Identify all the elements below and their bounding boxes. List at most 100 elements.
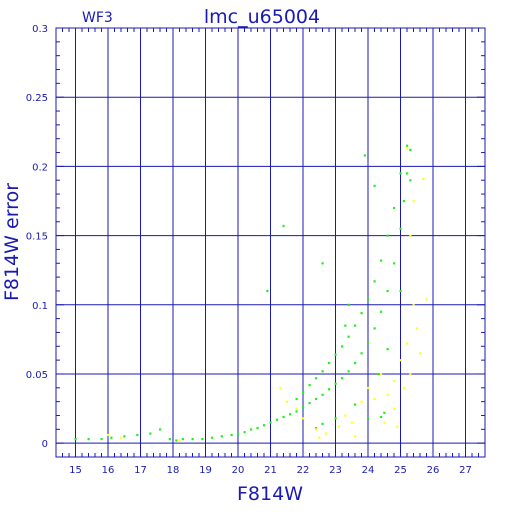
point-main bbox=[289, 413, 292, 416]
point-main bbox=[110, 436, 113, 439]
point-secondary bbox=[406, 147, 409, 150]
point-main bbox=[321, 393, 324, 396]
y-tick-label: 0.2 bbox=[32, 162, 48, 173]
point-secondary bbox=[302, 417, 305, 420]
point-main bbox=[373, 280, 376, 283]
point-secondary bbox=[422, 177, 425, 181]
panel-label: WF3 bbox=[82, 10, 113, 26]
point-main bbox=[149, 432, 152, 435]
point-main bbox=[367, 417, 370, 420]
point-main bbox=[373, 327, 376, 330]
point-secondary bbox=[107, 433, 110, 437]
point-main bbox=[380, 259, 383, 262]
point-main bbox=[321, 370, 324, 373]
point-main bbox=[347, 303, 350, 306]
y-axis-title: F814W error bbox=[1, 183, 23, 301]
x-tick-label: 24 bbox=[362, 465, 375, 476]
point-main bbox=[302, 406, 305, 409]
point-main bbox=[399, 227, 402, 230]
x-tick-label: 21 bbox=[264, 465, 277, 476]
point-main bbox=[334, 353, 337, 356]
point-secondary bbox=[393, 407, 396, 410]
point-main bbox=[393, 206, 396, 210]
point-main bbox=[220, 435, 223, 438]
point-main bbox=[373, 184, 376, 187]
chart-title: lmc_u65004 bbox=[204, 6, 320, 28]
point-main bbox=[282, 415, 285, 419]
point-main bbox=[380, 415, 383, 419]
point-main bbox=[321, 262, 324, 265]
point-secondary bbox=[383, 421, 386, 424]
point-main bbox=[341, 377, 344, 380]
point-main bbox=[136, 433, 139, 437]
point-main bbox=[334, 382, 337, 385]
point-main bbox=[402, 199, 405, 203]
point-secondary bbox=[295, 407, 298, 410]
y-tick-label: 0.1 bbox=[32, 301, 48, 312]
point-main bbox=[363, 154, 366, 157]
point-main bbox=[211, 436, 214, 439]
point-main bbox=[347, 335, 350, 338]
x-tick-label: 25 bbox=[394, 465, 407, 476]
point-secondary bbox=[399, 359, 402, 362]
point-secondary bbox=[350, 421, 353, 424]
point-main bbox=[308, 384, 311, 387]
point-main bbox=[399, 172, 402, 175]
point-secondary bbox=[318, 436, 321, 439]
point-main bbox=[243, 431, 246, 434]
point-main bbox=[360, 352, 363, 355]
point-main bbox=[393, 262, 396, 265]
point-main bbox=[383, 411, 386, 414]
point-secondary bbox=[324, 432, 327, 435]
x-tick-label: 17 bbox=[134, 465, 147, 476]
point-main bbox=[409, 179, 412, 182]
point-main bbox=[266, 289, 269, 293]
point-secondary bbox=[380, 372, 383, 376]
point-main bbox=[201, 438, 204, 441]
point-secondary bbox=[285, 400, 288, 403]
point-secondary bbox=[409, 234, 412, 237]
x-tick-label: 15 bbox=[69, 465, 82, 476]
point-main bbox=[269, 421, 272, 424]
point-main bbox=[354, 403, 357, 406]
point-secondary bbox=[409, 372, 412, 376]
point-secondary bbox=[412, 303, 415, 306]
point-main bbox=[230, 433, 233, 437]
point-main bbox=[328, 388, 331, 391]
point-secondary bbox=[315, 428, 318, 431]
y-tick-label: 0.3 bbox=[32, 24, 48, 35]
point-secondary bbox=[419, 352, 422, 355]
point-secondary bbox=[402, 386, 405, 390]
point-main bbox=[406, 172, 409, 175]
point-secondary bbox=[279, 386, 282, 390]
point-main bbox=[263, 424, 266, 427]
point-secondary bbox=[406, 342, 409, 345]
x-tick-label: 19 bbox=[199, 465, 212, 476]
point-secondary bbox=[386, 393, 389, 396]
point-main bbox=[276, 418, 279, 421]
point-main bbox=[308, 402, 311, 405]
x-tick-label: 23 bbox=[329, 465, 342, 476]
point-main bbox=[399, 289, 402, 293]
x-tick-label: 22 bbox=[297, 465, 310, 476]
x-tick-label: 16 bbox=[102, 465, 115, 476]
tick-labels: 15 16 17 18 19 20 21 22 23 24 25 26 27 0 0.05 0.1 0.15 0.… bbox=[26, 24, 472, 476]
point-main bbox=[386, 234, 389, 237]
point-main bbox=[386, 289, 389, 293]
point-main bbox=[341, 345, 344, 348]
point-main bbox=[367, 298, 370, 301]
y-tick-label: 0.15 bbox=[26, 232, 48, 243]
point-secondary bbox=[396, 425, 399, 428]
point-main bbox=[360, 312, 363, 315]
point-secondary bbox=[344, 414, 347, 417]
point-main bbox=[295, 397, 298, 401]
point-main bbox=[302, 390, 305, 394]
point-secondary bbox=[367, 386, 370, 390]
point-secondary bbox=[415, 327, 418, 330]
data-points bbox=[74, 144, 428, 442]
x-tick-label: 27 bbox=[459, 465, 472, 476]
point-secondary bbox=[360, 400, 363, 403]
point-main bbox=[386, 348, 389, 351]
tick-marks bbox=[55, 27, 486, 458]
point-main bbox=[354, 361, 357, 365]
